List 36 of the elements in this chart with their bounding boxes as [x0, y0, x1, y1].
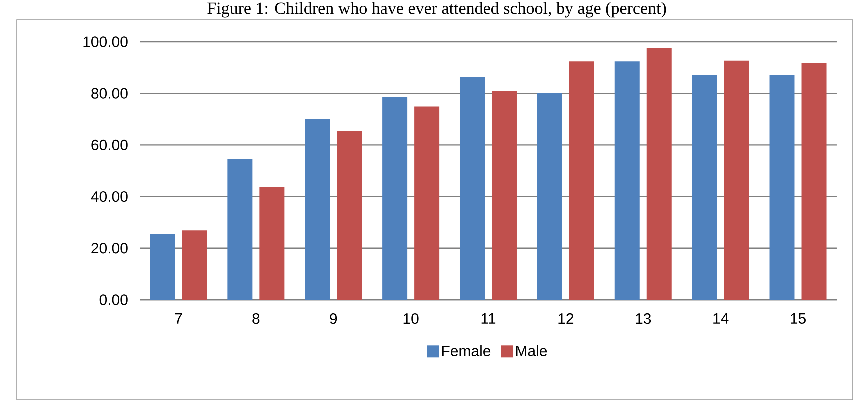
x-tick-label: 10 — [404, 314, 419, 324]
y-tick-label: 60.00 — [92, 140, 128, 150]
bar — [692, 75, 718, 300]
bar — [569, 62, 594, 300]
y-tick-label: 0.00 — [100, 294, 128, 306]
bar — [382, 96, 408, 300]
bar — [414, 106, 440, 300]
x-tick-label: 14 — [714, 314, 729, 324]
bar — [337, 131, 362, 300]
x-tick-label: 9 — [330, 314, 338, 324]
bar — [150, 234, 176, 300]
bar — [724, 60, 750, 300]
bar — [646, 48, 672, 300]
bar — [260, 186, 285, 300]
bar — [228, 159, 253, 300]
x-tick-label: 13 — [636, 314, 652, 324]
bar — [770, 75, 795, 300]
x-tick-label: 11 — [482, 314, 496, 324]
bar — [182, 230, 208, 300]
bar — [537, 93, 562, 300]
x-tick-label: 7 — [175, 314, 182, 324]
legend-label: Male — [516, 345, 548, 356]
bar — [305, 119, 330, 300]
y-tick-label: 100.00 — [84, 36, 128, 48]
chart-title: Figure 1: Children who have ever attended school, by age (percent) — [208, 2, 666, 18]
bar — [460, 77, 485, 300]
bar — [614, 62, 640, 300]
legend-label: Female — [442, 345, 491, 356]
x-tick-label: 15 — [791, 314, 806, 324]
bar — [492, 91, 517, 300]
y-tick-label: 80.00 — [92, 88, 128, 99]
x-tick-label: 12 — [558, 314, 574, 324]
x-tick-label: 8 — [252, 314, 260, 324]
y-tick-label: 40.00 — [91, 191, 128, 202]
y-tick-label: 20.00 — [92, 243, 128, 254]
bar — [802, 63, 827, 300]
